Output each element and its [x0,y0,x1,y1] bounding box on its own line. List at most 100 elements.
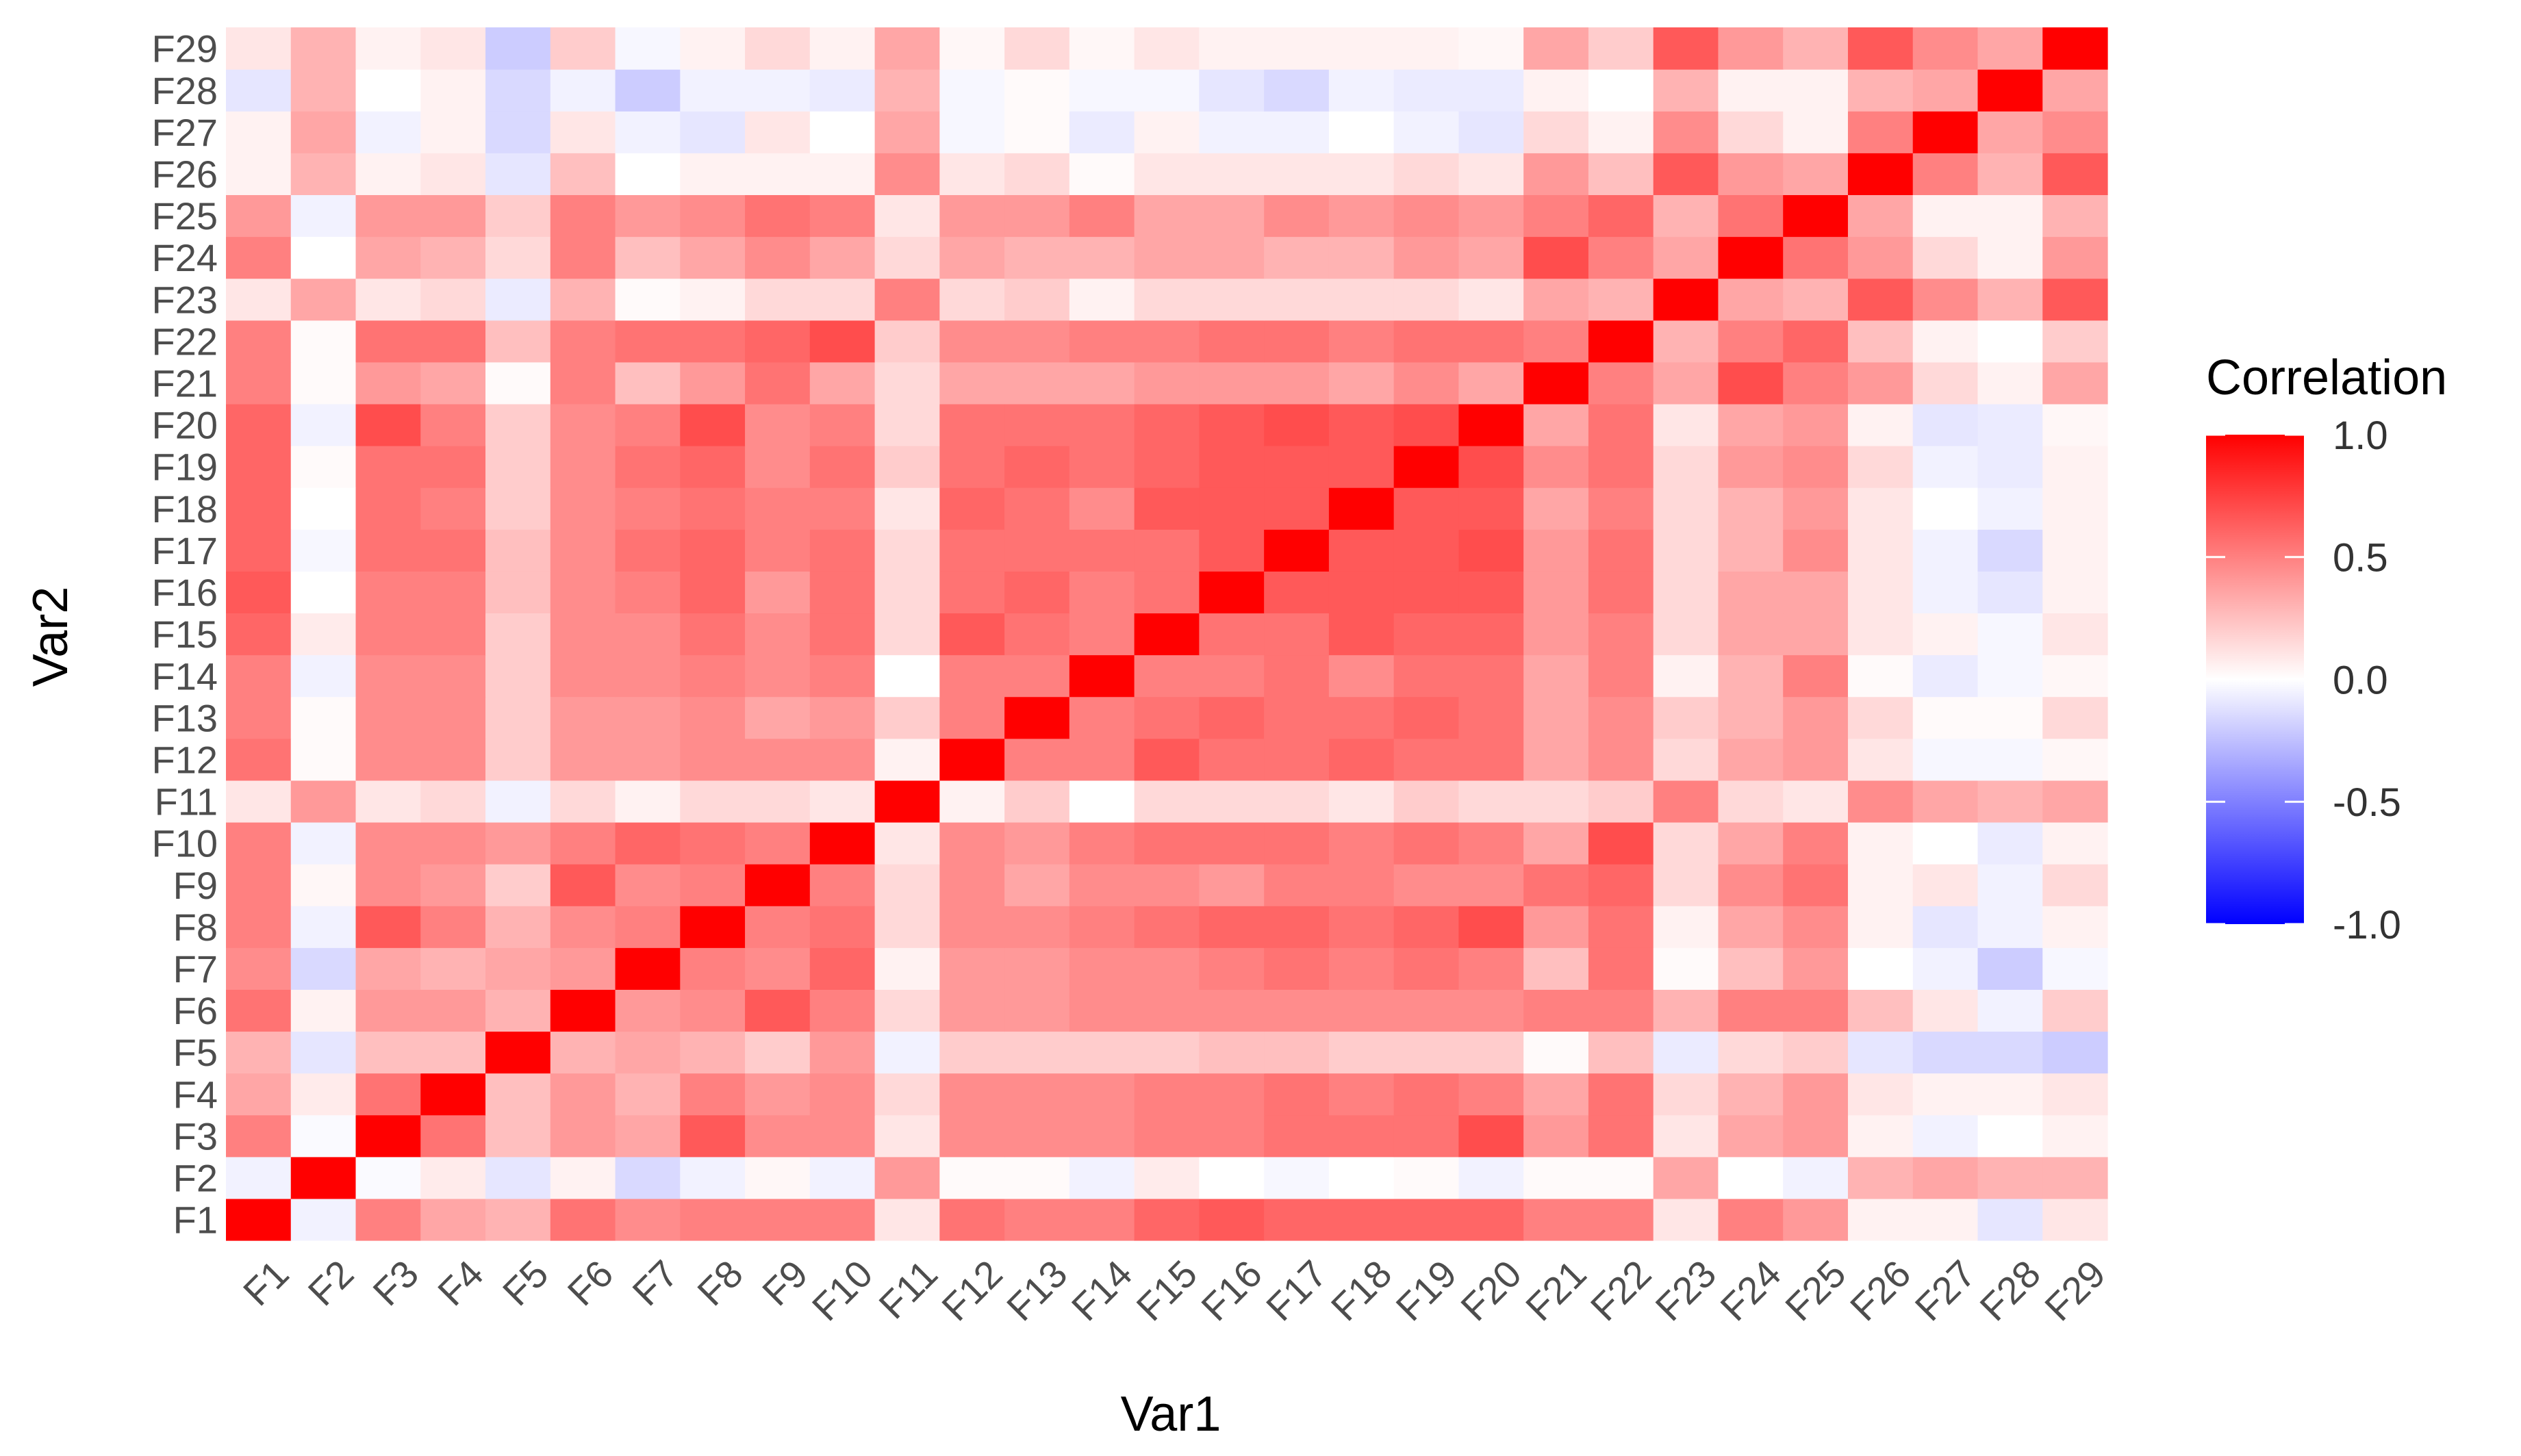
heatmap-cell-F14-F23 [1069,278,1135,321]
heatmap-cell-F28-F12 [1977,738,2043,781]
heatmap-cell-F9-F1 [745,1198,811,1241]
heatmap-cell-F5-F8 [485,906,551,948]
heatmap-cell-F28-F22 [1977,320,2043,363]
heatmap-cell-F18-F24 [1328,236,1395,279]
heatmap-cell-F6-F18 [550,487,616,530]
heatmap-cell-F13-F4 [1004,1073,1070,1116]
heatmap-cell-F12-F24 [939,236,1005,279]
heatmap-cell-F25-F29 [1783,27,1849,70]
heatmap-cell-F12-F26 [939,153,1005,196]
heatmap-cell-F7-F24 [615,236,681,279]
heatmap-cell-F22-F12 [1588,738,1654,781]
heatmap-cell-F19-F26 [1393,153,1460,196]
heatmap-cell-F1-F14 [226,654,292,698]
heatmap-cell-F17-F17 [1264,529,1330,572]
heatmap-cell-F5-F28 [485,69,551,112]
heatmap-cell-F11-F22 [874,320,940,363]
heatmap-cell-F16-F19 [1199,446,1265,488]
heatmap-cell-F15-F18 [1134,487,1200,530]
heatmap-cell-F1-F9 [226,864,292,906]
heatmap-cell-F24-F26 [1718,153,1784,196]
heatmap-cell-F4-F26 [420,153,486,196]
heatmap-cell-F20-F8 [1458,906,1524,948]
heatmap-cell-F3-F19 [355,446,421,488]
heatmap-cell-F7-F10 [615,821,681,865]
heatmap-cell-F28-F15 [1977,613,2043,656]
heatmap-cell-F7-F19 [615,446,681,488]
heatmap-cell-F18-F5 [1328,1031,1395,1074]
heatmap-cell-F4-F17 [420,529,486,572]
heatmap-cell-F12-F1 [939,1198,1005,1241]
heatmap-cell-F16-F24 [1199,236,1265,279]
heatmap-cell-F25-F15 [1783,613,1849,656]
heatmap-cell-F18-F25 [1328,194,1395,238]
heatmap-cell-F14-F3 [1069,1114,1135,1158]
heatmap-cell-F27-F20 [1912,403,1979,446]
heatmap-cell-F21-F11 [1523,780,1589,823]
heatmap-cell-F26-F27 [1847,111,1914,153]
heatmap-cell-F4-F27 [420,111,486,153]
y-tick-label: F7 [173,947,218,991]
heatmap-cell-F24-F8 [1718,906,1784,948]
heatmap-cell-F1-F13 [226,696,292,739]
heatmap-cell-F22-F27 [1588,111,1654,153]
heatmap-cell-F28-F27 [1977,111,2043,153]
heatmap-cell-F17-F23 [1264,278,1330,321]
heatmap-cell-F13-F24 [1004,236,1070,279]
heatmap-cell-F2-F15 [290,613,357,656]
heatmap-cell-F15-F6 [1134,989,1200,1032]
heatmap-cell-F25-F2 [1783,1156,1849,1199]
heatmap-cell-F3-F28 [355,69,421,112]
heatmap-cell-F10-F1 [809,1198,876,1241]
heatmap-cell-F18-F22 [1328,320,1395,363]
heatmap-cell-F5-F20 [485,403,551,446]
heatmap-cell-F4-F6 [420,989,486,1032]
heatmap-cell-F7-F16 [615,571,681,614]
heatmap-cell-F15-F26 [1134,153,1200,196]
heatmap-cell-F16-F25 [1199,194,1265,238]
heatmap-cell-F13-F9 [1004,864,1070,906]
heatmap-cell-F4-F29 [420,27,486,70]
heatmap-cell-F25-F14 [1783,654,1849,698]
heatmap-cell-F16-F13 [1199,696,1265,739]
heatmap-cell-F10-F4 [809,1073,876,1116]
x-tick-label: F18 [1323,1252,1400,1329]
heatmap-cell-F20-F3 [1458,1114,1524,1158]
heatmap-cell-F2-F5 [290,1031,357,1074]
heatmap-cell-F10-F16 [809,571,876,614]
heatmap-cell-F15-F15 [1134,613,1200,656]
heatmap-cell-F5-F23 [485,278,551,321]
heatmap-cell-F27-F18 [1912,487,1979,530]
heatmap-cell-F20-F14 [1458,654,1524,698]
heatmap-cell-F2-F7 [290,947,357,990]
heatmap-cell-F8-F22 [680,320,746,363]
heatmap-cell-F20-F11 [1458,780,1524,823]
heatmap-cell-F2-F23 [290,278,357,321]
heatmap-cell-F6-F14 [550,654,616,698]
heatmap-cell-F13-F28 [1004,69,1070,112]
heatmap-cell-F5-F9 [485,864,551,906]
heatmap-cell-F21-F24 [1523,236,1589,279]
heatmap-cell-F8-F5 [680,1031,746,1074]
y-axis-tick-labels: F1F2F3F4F5F6F7F8F9F10F11F12F13F14F15F16F… [152,27,218,1242]
heatmap-cell-F7-F23 [615,278,681,321]
heatmap-cell-F17-F21 [1264,361,1330,405]
heatmap-cell-F3-F29 [355,27,421,70]
heatmap-cell-F8-F4 [680,1073,746,1116]
heatmap-cell-F3-F6 [355,989,421,1032]
heatmap-cell-F23-F24 [1653,236,1719,279]
heatmap-cell-F11-F5 [874,1031,940,1074]
heatmap-cell-F11-F7 [874,947,940,990]
heatmap-cell-F27-F12 [1912,738,1979,781]
heatmap-cell-F10-F2 [809,1156,876,1199]
heatmap-cell-F27-F27 [1912,111,1979,153]
heatmap-cell-F12-F13 [939,696,1005,739]
heatmap-cell-F10-F15 [809,613,876,656]
heatmap-cell-F24-F3 [1718,1114,1784,1158]
heatmap-cell-F16-F9 [1199,864,1265,906]
y-tick-label: F26 [152,153,218,196]
heatmap-cell-F27-F21 [1912,361,1979,405]
heatmap-cell-F19-F25 [1393,194,1460,238]
heatmap-cell-F1-F27 [226,111,292,153]
heatmap-cell-F12-F3 [939,1114,1005,1158]
